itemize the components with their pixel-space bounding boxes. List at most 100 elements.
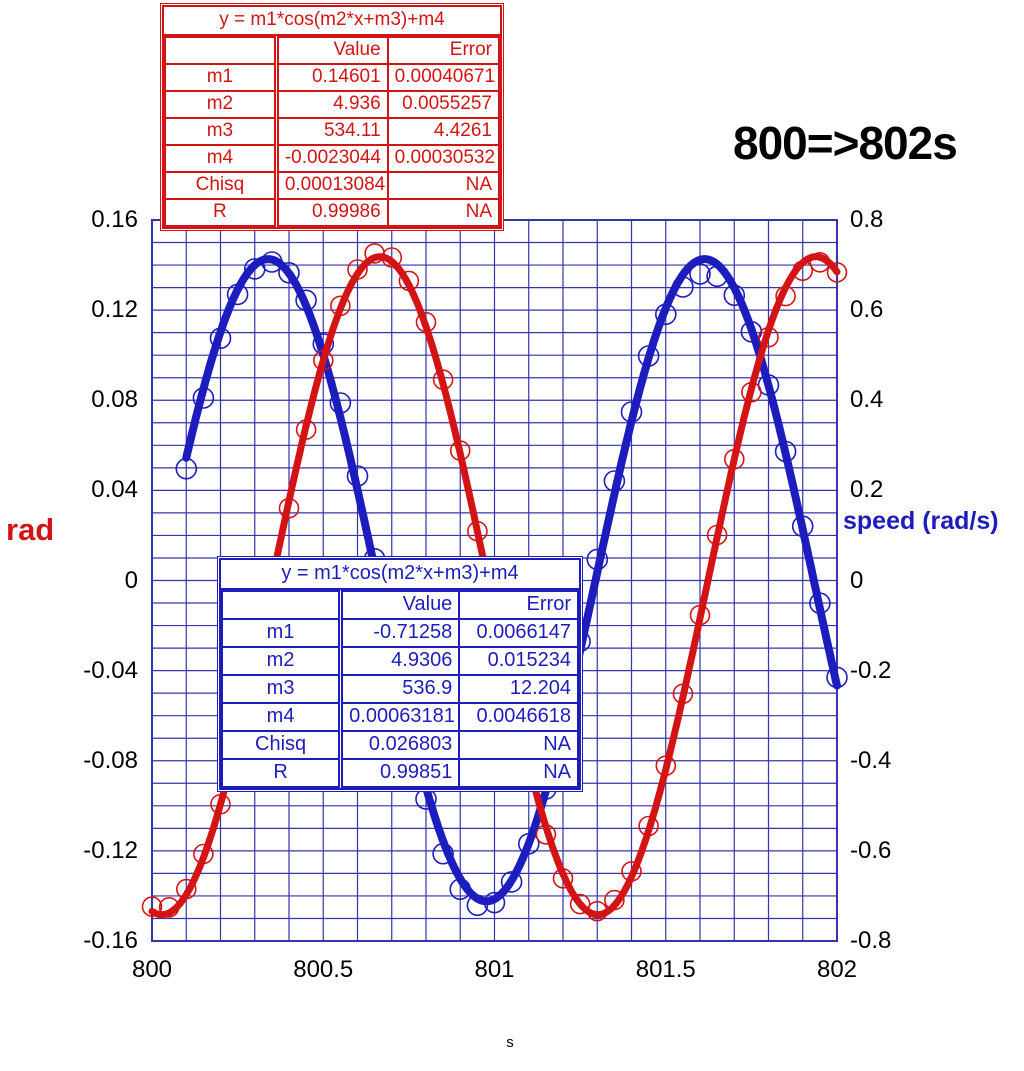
data-point-angle-rad — [552, 868, 574, 889]
right-axis-tick-label: -0.2 — [850, 656, 892, 684]
left-axis-tick-label: -0.08 — [83, 746, 138, 774]
fit-table-row: m2 4.9306 0.015234 — [221, 646, 579, 676]
data-point-angle-rad — [381, 247, 403, 268]
fit-params-table: Value Error m1 0.14601 0.00040671 m2 4.936 0.00… — [163, 36, 501, 227]
left-axis-tick-label: 0 — [124, 566, 138, 594]
fit-table-speed: y = m1*cos(m2*x+m3)+m4 Value Error m1 -0.71… — [217, 556, 583, 792]
data-point-angle-rad — [569, 893, 591, 915]
data-point-angle-rad — [158, 896, 180, 918]
param-error: 12.204 — [458, 674, 579, 704]
param-name: m2 — [163, 90, 279, 119]
data-point-speed-rad-per-s — [517, 832, 540, 855]
param-name: m4 — [163, 144, 279, 173]
param-value: 0.14601 — [275, 63, 389, 92]
data-point-angle-rad — [723, 448, 745, 470]
param-value: 0.99851 — [339, 758, 461, 788]
data-point-angle-rad — [689, 604, 711, 626]
data-point-angle-rad — [312, 350, 334, 371]
data-point-angle-rad — [672, 683, 694, 705]
fit-table-header-row: Value Error — [221, 590, 579, 620]
param-value: 4.9306 — [339, 646, 461, 676]
x-axis-tick-label: 801.5 — [635, 956, 696, 983]
data-point-angle-rad — [655, 755, 677, 777]
x-axis-tick-label: 800 — [131, 956, 173, 983]
left-axis-tick-label: 0.08 — [91, 386, 138, 414]
param-value: 0.00063181 — [339, 702, 461, 732]
fit-table-body: Value Error m1 -0.71258 0.0066147 m2 4.9306 0.0… — [221, 590, 579, 788]
data-point-speed-rad-per-s — [586, 548, 609, 571]
data-point-speed-rad-per-s — [706, 265, 728, 288]
left-axis-title: rad — [6, 512, 55, 547]
param-name: Chisq — [163, 171, 279, 200]
fit-table-row: m4 -0.0023044 0.00030532 — [163, 144, 501, 173]
data-point-angle-rad — [295, 419, 317, 440]
fit-table-row: Chisq 0.00013084 NA — [163, 171, 501, 200]
data-point-angle-rad — [210, 793, 231, 815]
data-point-speed-rad-per-s — [209, 327, 232, 350]
data-point-angle-rad — [535, 824, 557, 845]
param-name: m4 — [221, 702, 344, 732]
x-axis-tick-label: 800.5 — [293, 956, 354, 983]
fit-table-header-row: Value Error — [163, 36, 501, 65]
fit-col-header: Value — [339, 590, 461, 620]
param-error: 0.00030532 — [386, 144, 501, 173]
data-point-speed-rad-per-s — [346, 465, 369, 487]
data-point-speed-rad-per-s — [809, 592, 831, 615]
data-point-angle-rad — [449, 440, 471, 461]
data-point-speed-rad-per-s — [500, 871, 523, 893]
fit-equation: y = m1*cos(m2*x+m3)+m4 — [164, 7, 500, 36]
right-axis-tick-label: 0.6 — [850, 296, 884, 324]
param-value: 0.026803 — [339, 730, 461, 760]
data-point-speed-rad-per-s — [466, 894, 489, 917]
data-point-speed-rad-per-s — [791, 515, 814, 538]
left-axis-tick-label: 0.12 — [91, 296, 138, 324]
data-point-angle-rad — [638, 815, 659, 837]
data-point-angle-rad — [141, 896, 163, 917]
fit-table-row: m2 4.936 0.0055257 — [163, 90, 501, 119]
fit-table-row: m3 534.11 4.4261 — [163, 117, 501, 146]
data-point-speed-rad-per-s — [826, 666, 848, 689]
data-point-angle-rad — [586, 900, 608, 922]
param-error: 4.4261 — [386, 117, 501, 146]
left-axis-tick-label: 0.04 — [91, 476, 138, 504]
right-axis-tick-label: -0.4 — [850, 746, 892, 774]
left-axis-tick-label: -0.04 — [83, 656, 138, 684]
param-error: 0.015234 — [458, 646, 579, 676]
fit-table-row: m1 0.14601 0.00040671 — [163, 63, 501, 92]
right-axis-tick-label: -0.6 — [850, 836, 892, 864]
param-name: Chisq — [221, 730, 344, 760]
fit-col-header — [221, 590, 344, 620]
data-point-speed-rad-per-s — [774, 440, 797, 463]
x-axis-tick-label: 801 — [474, 956, 515, 983]
fit-col-header — [163, 36, 279, 65]
param-name: m1 — [163, 63, 279, 92]
param-error: NA — [458, 758, 579, 788]
data-point-angle-rad — [398, 270, 420, 292]
param-error: 0.0046618 — [458, 702, 579, 732]
param-value: 0.99986 — [275, 198, 389, 227]
data-point-speed-rad-per-s — [689, 263, 711, 285]
param-name: m1 — [221, 618, 344, 648]
param-value: 534.11 — [275, 117, 389, 146]
param-name: R — [221, 758, 344, 788]
data-point-angle-rad — [809, 251, 831, 273]
x-axis-title: s — [506, 1034, 514, 1051]
data-point-speed-rad-per-s — [449, 878, 472, 901]
data-point-speed-rad-per-s — [723, 284, 746, 307]
fit-table-row: m1 -0.71258 0.0066147 — [221, 618, 579, 648]
data-point-speed-rad-per-s — [261, 251, 283, 273]
data-point-angle-rad — [347, 259, 368, 280]
data-point-speed-rad-per-s — [278, 261, 300, 284]
data-point-speed-rad-per-s — [175, 457, 198, 480]
right-axis-tick-label: -0.8 — [850, 927, 892, 954]
param-error: 0.00040671 — [386, 63, 501, 92]
fit-table-row: R 0.99986 NA — [163, 198, 501, 227]
fit-col-header: Error — [386, 36, 501, 65]
param-name: m2 — [221, 646, 344, 676]
data-point-speed-rad-per-s — [637, 345, 660, 367]
right-axis-tick-label: 0.2 — [850, 476, 884, 504]
data-point-angle-rad — [826, 262, 848, 283]
data-point-speed-rad-per-s — [432, 842, 454, 865]
data-point-angle-rad — [775, 285, 796, 307]
